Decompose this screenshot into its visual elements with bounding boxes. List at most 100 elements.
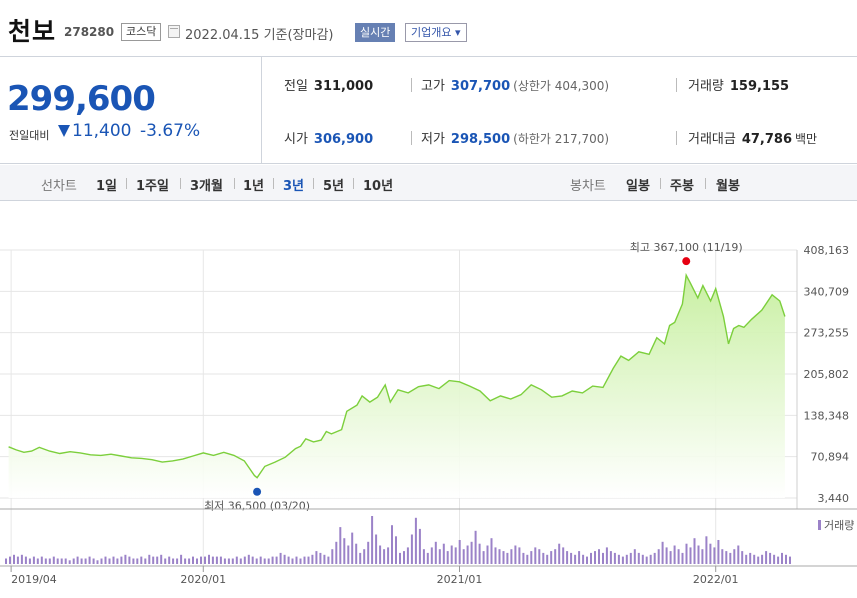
volume-bar (136, 558, 139, 564)
volume-bar (434, 541, 437, 564)
volume-bar (454, 547, 457, 564)
period-1w[interactable]: 1주일 (136, 179, 169, 194)
y-tick-label: 70,894 (811, 451, 850, 464)
realtime-button[interactable]: 실시간 (355, 23, 396, 42)
volume-bar (24, 556, 27, 564)
y-axis-ticks: 408,163 340,709 273,255 205,802 138,348 70,89… (804, 244, 850, 505)
volume-bar (669, 551, 672, 564)
y-tick-label: 205,802 (804, 368, 850, 381)
volume-bar (550, 551, 553, 564)
volume-bar (757, 556, 760, 564)
change-label: 전일대비 (9, 129, 50, 142)
company-overview-dropdown[interactable]: 기업개요 ▾ (405, 23, 467, 42)
volume-bar (590, 552, 592, 564)
volume-bar (347, 545, 350, 564)
volume-bar (200, 556, 202, 564)
candle-weekly[interactable]: 주봉 (670, 179, 694, 194)
low-marker (253, 487, 262, 496)
volume-bar (602, 552, 604, 564)
volume-bar (259, 556, 262, 564)
volume-bar (558, 543, 561, 564)
volume-bar (474, 530, 477, 564)
volume-bar (621, 556, 624, 564)
volume-bar (526, 554, 529, 564)
volume-bar (196, 558, 198, 564)
volume-bar (283, 554, 286, 564)
candle-daily[interactable]: 일봉 (626, 179, 650, 194)
volume-bar (446, 551, 449, 564)
volume: 거래량 159,155 (688, 79, 790, 94)
volume-bar (16, 556, 19, 564)
volume-bar (5, 558, 7, 564)
volume-bar (629, 552, 632, 564)
x-axis-ticks: 2019/04 2020/01 2021/01 2022/01 (10, 566, 739, 586)
volume-bar (617, 554, 620, 564)
period-3y[interactable]: 3년 (283, 179, 305, 194)
volume-bar (375, 534, 378, 564)
volume-bar (685, 543, 688, 564)
volume-bar (335, 541, 338, 564)
volume-bar (76, 556, 79, 564)
day-high: 고가 307,700 (상한가 404,300) (421, 79, 610, 94)
volume-bar (331, 549, 334, 564)
volume-bar (442, 543, 445, 564)
volume-bar (315, 551, 318, 564)
volume-bar (701, 549, 704, 564)
period-selector: 선차트 1일 1주일 3개월 1년 3년 5년 10년 봉차트 일봉 주봉 월봉 (0, 165, 857, 201)
volume-bar (363, 549, 366, 564)
volume-bar (371, 516, 374, 564)
volume-bar (255, 558, 258, 564)
volume-bar (251, 556, 254, 564)
volume-bar (9, 556, 11, 564)
change-amount: 11,400 (72, 121, 132, 141)
volume-bar (116, 558, 119, 564)
volume-bar (176, 558, 179, 564)
volume-bar (717, 540, 720, 564)
volume-bar (502, 551, 505, 564)
volume-bar (514, 545, 517, 564)
period-1y[interactable]: 1년 (243, 179, 265, 194)
calendar-icon (168, 25, 180, 38)
volume-bar (359, 552, 362, 564)
candle-monthly[interactable]: 월봉 (716, 179, 740, 194)
volume-bar (598, 549, 600, 564)
price-chart: 408,163 340,709 273,255 205,802 138,348 70,89… (0, 241, 857, 586)
x-tick-label: 2020/01 (180, 573, 226, 586)
volume-bar (227, 558, 230, 564)
volume-bar (605, 547, 608, 564)
volume-bar (430, 547, 433, 564)
volume-bar (733, 549, 736, 564)
volume-bar (721, 549, 724, 564)
volume-bar (737, 545, 740, 564)
volume-bar (677, 549, 680, 564)
volume-bar (44, 558, 47, 564)
volume-bar (789, 556, 791, 564)
volume-bar (100, 558, 103, 564)
day-low: 저가 298,500 (하한가 217,700) (421, 132, 610, 147)
volume-bar (168, 556, 171, 564)
volume-bar (267, 558, 270, 564)
volume-bar (148, 554, 151, 564)
x-tick-label: 2019/04 (11, 573, 57, 586)
volume-bar (657, 549, 660, 564)
volume-bar (785, 554, 787, 564)
market-badge: 코스닥 (121, 23, 162, 41)
period-1d[interactable]: 1일 (96, 179, 118, 194)
volume-bar (649, 554, 652, 564)
y-tick-label: 408,163 (804, 244, 850, 257)
period-10y[interactable]: 10년 (363, 179, 394, 194)
volume-bar (534, 547, 537, 564)
volume-bar (546, 554, 549, 564)
period-3m[interactable]: 3개월 (190, 179, 223, 194)
volume-bar (422, 549, 425, 564)
volume-bar (566, 551, 569, 564)
stock-header: 천보 278280 코스닥 2022.04.15 기준(장마감) 실시간 기업개… (0, 0, 857, 56)
volume-bar (625, 554, 628, 564)
volume-bar (140, 556, 143, 564)
volume-bar (36, 558, 39, 564)
volume-bar (383, 549, 386, 564)
period-5y[interactable]: 5년 (323, 179, 345, 194)
volume-bar (582, 554, 585, 564)
volume-bar (204, 556, 206, 564)
volume-bar (538, 549, 541, 564)
